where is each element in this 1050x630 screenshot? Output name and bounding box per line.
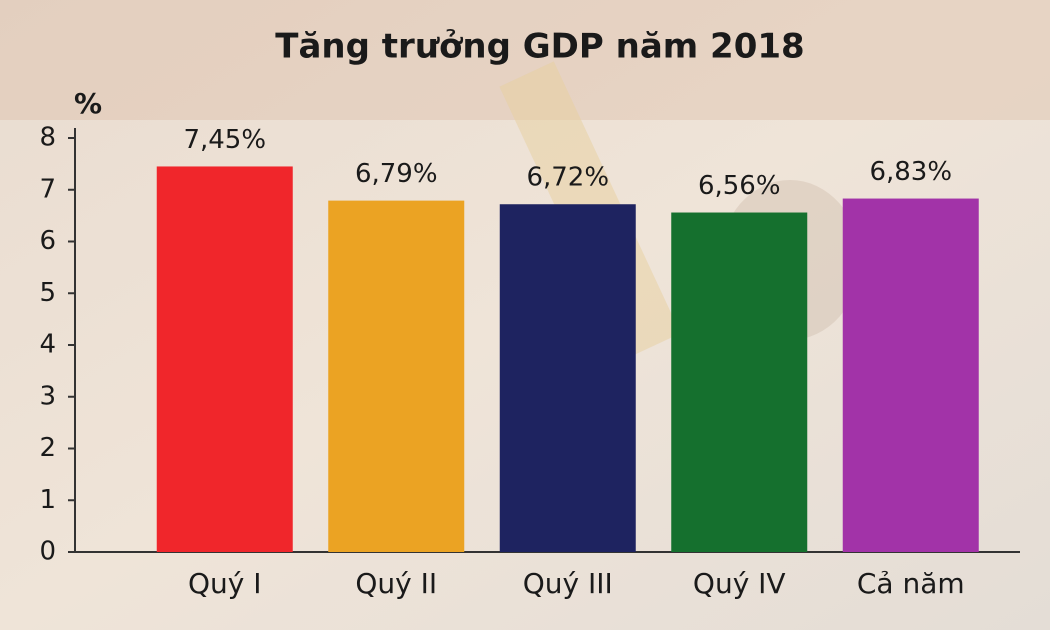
y-tick-label: 0	[39, 537, 56, 567]
y-axis-label: %	[74, 87, 102, 120]
y-tick-label: 2	[39, 433, 56, 463]
bar	[156, 166, 293, 552]
bar	[671, 212, 808, 552]
y-tick-label: 6	[39, 226, 56, 256]
y-tick-label: 7	[39, 174, 56, 204]
y-tick-label: 3	[39, 381, 56, 411]
value-label: 6,72%	[526, 163, 609, 193]
x-tick-label: Quý IV	[693, 567, 786, 600]
x-tick-label: Cả năm	[857, 567, 965, 600]
bar	[499, 204, 636, 553]
value-label: 7,45%	[183, 125, 266, 155]
y-tick-label: 5	[39, 278, 56, 308]
x-tick-label: Quý III	[523, 567, 613, 600]
value-label: 6,56%	[698, 171, 781, 201]
x-tick-label: Quý II	[355, 567, 437, 600]
x-tick-label: Quý I	[188, 567, 262, 600]
bar	[842, 198, 979, 553]
y-tick-label: 8	[39, 123, 56, 153]
value-label: 6,83%	[869, 157, 952, 187]
bar	[328, 200, 465, 552]
value-label: 6,79%	[355, 159, 438, 189]
y-tick-label: 1	[39, 485, 56, 515]
chart-title: Tăng trưởng GDP năm 2018	[275, 27, 804, 67]
y-tick-label: 4	[39, 330, 56, 360]
